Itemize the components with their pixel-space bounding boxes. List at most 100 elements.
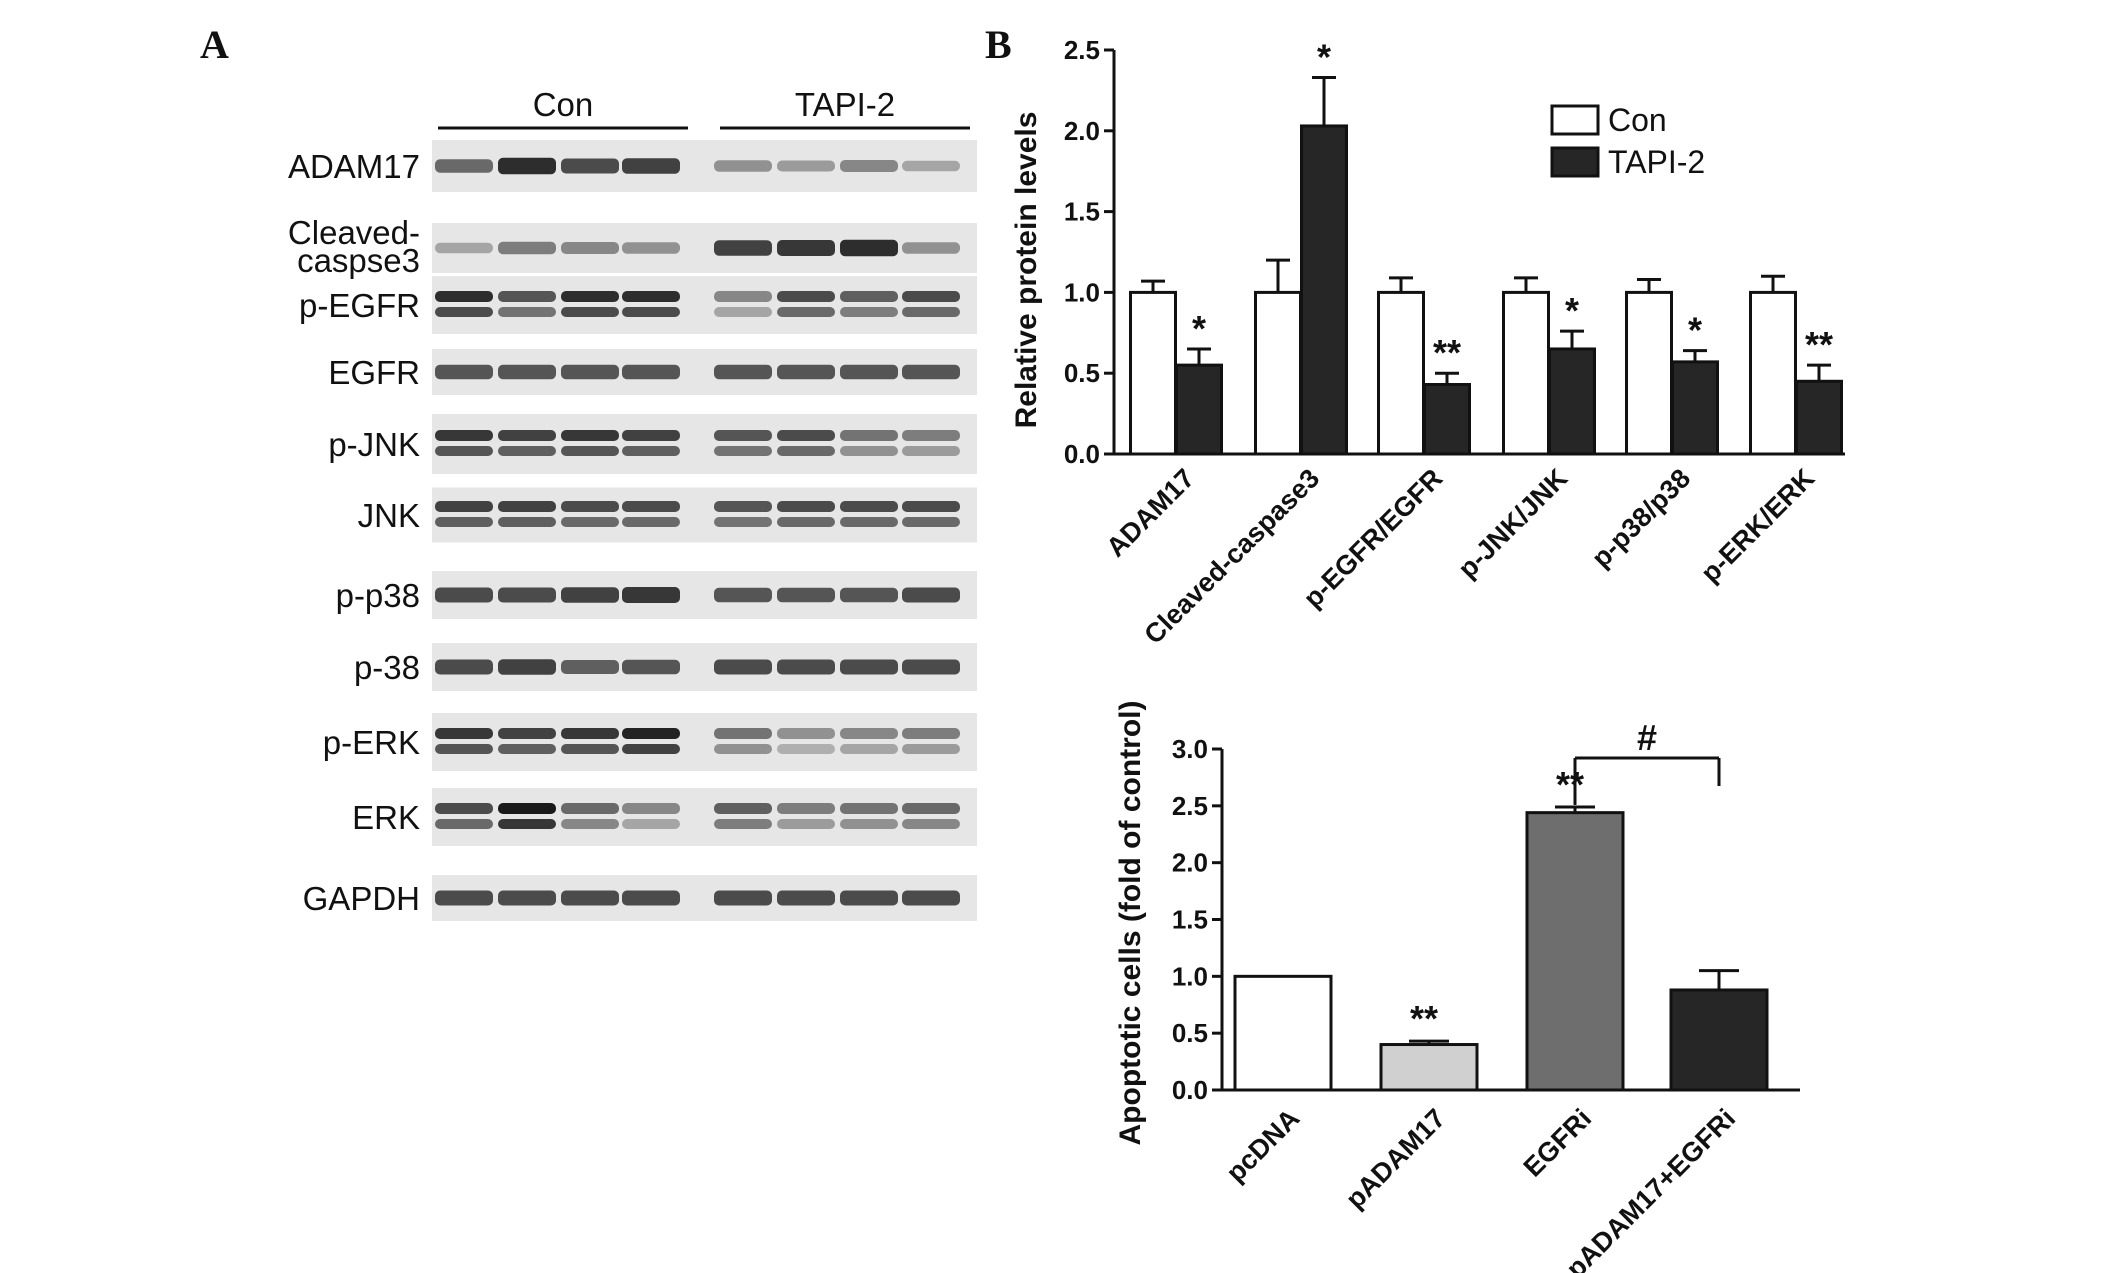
blot-label-adam17: ADAM17	[288, 148, 420, 185]
band	[622, 446, 680, 456]
blot-strip-p-jnk	[432, 414, 977, 474]
band	[435, 517, 493, 527]
band	[840, 728, 898, 739]
band	[435, 819, 493, 829]
legend-swatch-tapi2	[1550, 146, 1600, 178]
legend-label-con: Con	[1608, 102, 1667, 138]
band	[840, 890, 898, 906]
c1-tick-label: 0.5	[1064, 358, 1100, 388]
band	[435, 364, 493, 380]
bar-con-p-p38-p38	[1625, 290, 1673, 456]
band	[435, 803, 493, 814]
c1-tick-label: 2.0	[1064, 116, 1100, 146]
blot-strip-erk	[432, 788, 977, 846]
band	[561, 307, 619, 317]
bar-con-adam17	[1129, 290, 1177, 456]
band	[498, 744, 556, 754]
c2-tick-label: 2.0	[1172, 848, 1208, 878]
band	[622, 364, 680, 380]
group-label-con: Con	[533, 86, 594, 123]
significance-mark: **	[1805, 324, 1833, 365]
apoptosis-chart: Apoptotic cells (fold of control) 0.0 0.5…	[1114, 701, 1800, 1273]
band	[622, 819, 680, 829]
band	[435, 291, 493, 302]
band	[777, 501, 835, 512]
band	[840, 819, 898, 829]
chart2-bars: ** ** #	[1222, 717, 1800, 1092]
band	[714, 291, 772, 302]
band	[902, 291, 960, 302]
band	[498, 728, 556, 739]
band	[902, 242, 960, 254]
blot-rows: ADAM17 Cleaved-caspse3 p-EGFR EGFR p-JNK JNK p…	[288, 140, 977, 921]
significance-mark: *	[1565, 290, 1579, 331]
band	[622, 291, 680, 302]
blot-strip-jnk	[432, 487, 977, 543]
category-label-padam17: pADAM17	[1340, 1103, 1451, 1214]
category-label-adam17: ADAM17	[1101, 463, 1201, 563]
band	[435, 430, 493, 441]
band	[840, 587, 898, 603]
band	[902, 501, 960, 512]
protein-levels-chart: Relative protein levels 0.0 0.5 1.0 1.5 2.0 2…	[1010, 35, 1845, 650]
bar-con-p-egfr-egfr	[1377, 290, 1425, 456]
band	[714, 890, 772, 906]
band	[902, 803, 960, 814]
bar-con-p-erk-erk	[1749, 290, 1797, 456]
band	[902, 517, 960, 527]
band	[561, 819, 619, 829]
band	[902, 430, 960, 441]
band	[435, 501, 493, 512]
band	[777, 659, 835, 675]
band	[622, 744, 680, 754]
bar-pcdna	[1233, 974, 1333, 1092]
band	[498, 307, 556, 317]
band	[498, 890, 556, 906]
band	[622, 242, 680, 254]
band	[561, 660, 619, 674]
band	[777, 819, 835, 829]
band	[435, 744, 493, 754]
band	[435, 587, 493, 603]
blot-label-egfr: EGFR	[328, 354, 420, 391]
c2-tick-label: 1.5	[1172, 905, 1208, 935]
c2-tick-label: 1.0	[1172, 961, 1208, 991]
bar-padam17-egfri	[1669, 988, 1769, 1092]
band	[840, 659, 898, 675]
blot-label-p-p38: p-p38	[336, 577, 420, 614]
band	[622, 890, 680, 906]
band	[435, 242, 493, 254]
chart1-bars: ***** * **	[1114, 36, 1845, 456]
band	[714, 430, 772, 441]
band	[561, 728, 619, 739]
band	[714, 587, 772, 603]
bar-tapi-2-p-egfr-egfr	[1423, 383, 1471, 456]
band	[777, 240, 835, 256]
blot-label-gapdh: GAPDH	[303, 880, 420, 917]
chart1-ylabel: Relative protein levels	[1010, 112, 1043, 429]
c2-tick-label: 2.5	[1172, 791, 1208, 821]
band	[840, 744, 898, 754]
band	[714, 501, 772, 512]
band	[777, 160, 835, 172]
category-label-p-erk-erk: p-ERK/ERK	[1695, 463, 1821, 589]
band	[777, 587, 835, 603]
band	[714, 819, 772, 829]
band	[435, 159, 493, 173]
band	[714, 517, 772, 527]
band	[777, 364, 835, 380]
band	[561, 890, 619, 906]
bar-con-cleaved-caspase3	[1254, 290, 1302, 456]
band	[840, 517, 898, 527]
chart1-y-ticks: 0.0 0.5 1.0 1.5 2.0 2.5	[1064, 35, 1116, 469]
band	[622, 307, 680, 317]
band	[435, 307, 493, 317]
legend-label-tapi2: TAPI-2	[1608, 144, 1705, 180]
band	[840, 364, 898, 380]
blot-label-p-38: p-38	[354, 649, 420, 686]
band	[840, 501, 898, 512]
significance-mark: *	[1192, 308, 1206, 349]
bracket-mark: #	[1637, 717, 1657, 758]
band	[777, 890, 835, 906]
